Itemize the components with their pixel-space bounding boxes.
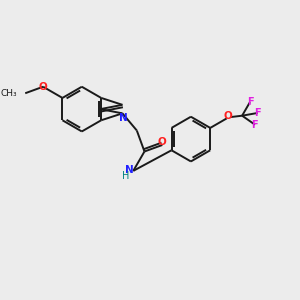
Text: F: F (247, 97, 253, 107)
Text: H: H (122, 171, 129, 181)
Text: F: F (252, 120, 258, 130)
Text: CH₃: CH₃ (1, 89, 18, 98)
Text: O: O (224, 111, 233, 121)
Text: N: N (125, 164, 134, 175)
Text: O: O (39, 82, 47, 92)
Text: F: F (254, 108, 261, 118)
Text: N: N (119, 113, 128, 123)
Text: O: O (158, 137, 167, 147)
